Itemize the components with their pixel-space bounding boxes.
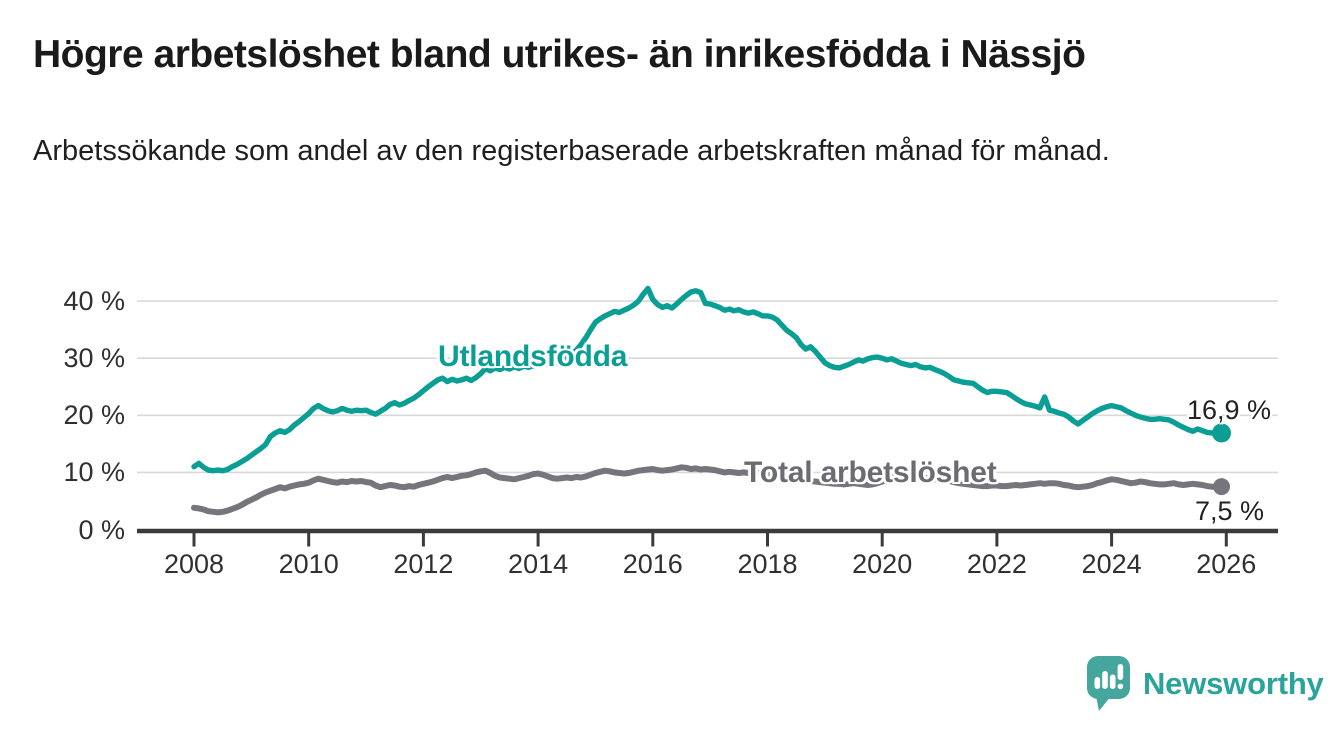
- x-axis-tick-label: 2012: [393, 549, 454, 579]
- y-axis-tick-label: 40 %: [63, 286, 125, 317]
- series-end-dot: [1213, 478, 1231, 496]
- x-axis-tick-label: 2014: [508, 549, 569, 579]
- series-label-total: Total arbetslöshet: [744, 456, 997, 489]
- x-axis-tick-label: 2018: [737, 549, 798, 579]
- x-axis-tick-label: 2024: [1081, 549, 1142, 579]
- newsworthy-logo: Newsworthy: [1086, 655, 1324, 713]
- x-axis-tick-label: 2020: [852, 549, 913, 579]
- end-value-label: 7,5 %: [1195, 496, 1265, 526]
- x-axis-tick-label: 2016: [622, 549, 683, 579]
- series-line-utlandsfodda: [191, 285, 1225, 474]
- series-label-utlandsfodda: Utlandsfödda: [438, 340, 628, 373]
- bar-chart-speech-bubble-icon: [1087, 656, 1130, 711]
- y-axis-tick-label: 20 %: [63, 400, 125, 431]
- x-axis-tick-label: 2022: [966, 549, 1027, 579]
- end-value-label: 16,9 %: [1187, 395, 1272, 425]
- page-title: Högre arbetslöshet bland utrikes- än inr…: [33, 33, 1086, 76]
- brand-name: Newsworthy: [1143, 666, 1324, 701]
- chart-subtitle: Arbetssökande som andel av den registerb…: [33, 135, 1110, 167]
- y-axis-tick-label: 0 %: [78, 514, 125, 545]
- series-end-dot: [1212, 423, 1232, 443]
- y-axis-tick-label: 30 %: [63, 343, 125, 374]
- series-line-total: [191, 464, 1225, 516]
- x-axis-tick-label: 2010: [278, 549, 339, 579]
- y-axis-tick-label: 10 %: [63, 457, 125, 488]
- x-axis-tick-label: 2008: [163, 549, 225, 579]
- x-axis-tick-label: 2026: [1196, 549, 1257, 579]
